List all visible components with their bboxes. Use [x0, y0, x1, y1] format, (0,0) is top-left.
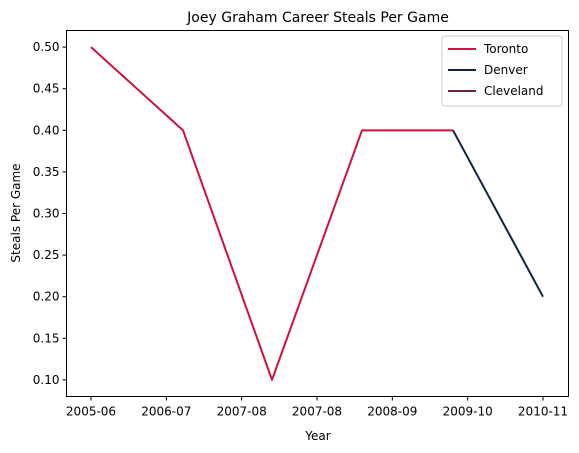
- y-tick-label: 0.20: [33, 290, 60, 304]
- y-tick-label: 0.10: [33, 373, 60, 387]
- y-axis: 0.10 0.15 0.20 0.25 0.30 0.35 0.40 0.45 0.50: [33, 40, 67, 387]
- legend-label: Denver: [484, 63, 528, 77]
- y-tick-label: 0.35: [33, 165, 60, 179]
- x-tick-label: 2006-07: [141, 405, 191, 419]
- legend-label: Cleveland: [484, 84, 544, 98]
- y-axis-label: Steals Per Game: [9, 163, 23, 262]
- series-line-denver: [452, 129, 544, 298]
- plot-area: [90, 46, 544, 381]
- y-tick-label: 0.45: [33, 82, 60, 96]
- chart-title: Joey Graham Career Steals Per Game: [186, 10, 449, 26]
- y-tick-label: 0.40: [33, 123, 60, 137]
- y-tick-label: 0.50: [33, 40, 60, 54]
- legend: Toronto Denver Cleveland: [441, 35, 563, 107]
- x-tick-label: 2005-06: [66, 405, 116, 419]
- x-tick-label: 2007-08: [217, 405, 267, 419]
- legend-box: [441, 35, 563, 107]
- x-tick-label: 2010-11: [518, 405, 568, 419]
- series-line-toronto: [90, 46, 453, 381]
- x-tick-label: 2007-08: [292, 405, 342, 419]
- x-axis-label: Year: [304, 429, 330, 443]
- y-tick-label: 0.15: [33, 331, 60, 345]
- x-axis: 2005-06 2006-07 2007-08 2007-08 2008-09 2009-…: [66, 396, 568, 419]
- legend-label: Toronto: [483, 42, 528, 56]
- x-tick-label: 2009-10: [443, 405, 493, 419]
- y-tick-label: 0.30: [33, 207, 60, 221]
- y-tick-label: 0.25: [33, 248, 60, 262]
- x-tick-label: 2008-09: [367, 405, 417, 419]
